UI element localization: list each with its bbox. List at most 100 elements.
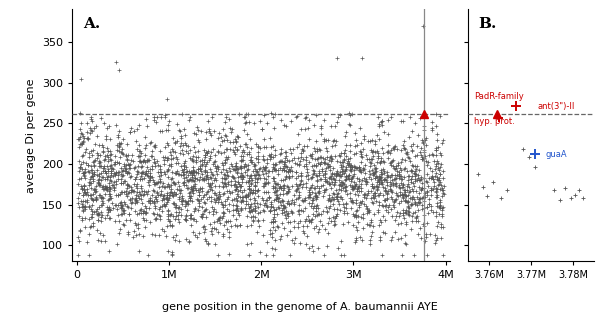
Point [308,195,318,200]
Point [245,209,254,214]
Point [356,234,365,239]
Point [320,156,330,161]
Point [313,230,323,235]
Point [214,200,223,205]
Point [141,218,151,223]
Point [359,136,368,141]
Point [74,136,84,141]
Point [233,167,243,172]
Point [396,220,406,226]
Point [171,170,181,175]
Point [209,177,218,182]
Point [179,183,189,188]
Point [190,176,200,181]
Point [391,217,400,222]
Point [268,220,277,225]
Point [167,191,176,196]
Point [91,188,101,193]
Point [139,158,148,163]
Point [204,157,214,162]
Point [359,166,369,171]
Point [362,206,372,211]
Point [199,229,208,234]
Point [143,173,153,178]
Point [88,198,98,203]
Point [74,159,84,164]
Point [110,159,119,164]
Point [410,174,420,179]
Point [221,133,231,138]
Point [235,183,245,188]
Point [319,155,328,160]
Point [301,216,311,221]
Point [140,135,150,140]
Point [196,185,205,190]
Point [293,155,302,160]
Point [235,222,245,227]
Point [77,132,87,137]
Point [136,177,145,182]
Point [231,195,241,200]
Point [233,180,243,185]
Point [168,200,178,205]
Point [115,144,124,149]
Point [94,205,103,210]
Point [269,166,279,171]
Point [131,222,140,227]
Point [292,169,301,174]
Point [212,171,222,176]
Point [213,195,223,200]
Point [290,160,300,165]
Point [145,178,155,183]
Point [265,209,275,214]
Point [106,163,116,168]
Point [391,214,401,219]
Point [118,167,128,172]
Point [325,182,334,187]
Point [376,176,385,181]
Point [283,188,293,193]
Point [407,187,416,192]
Point [409,163,418,169]
Point [100,176,110,181]
Point [355,166,365,171]
Point [187,215,196,220]
Point [212,196,221,201]
Point [90,158,100,163]
Point [412,164,422,169]
Point [116,180,125,185]
Point [205,183,214,188]
Point [389,181,398,186]
Point [194,193,204,198]
Point [432,223,442,228]
Point [166,189,176,194]
Point [400,146,409,151]
Point [205,130,215,135]
Point [388,214,397,219]
Point [305,186,314,191]
Point [389,200,399,205]
Point [359,195,368,200]
Point [281,124,290,129]
Point [428,186,438,191]
Point [339,252,349,257]
Point [301,161,311,166]
Point [331,171,341,176]
Point [249,200,259,205]
Point [168,180,178,185]
Point [385,184,394,189]
Point [423,183,433,188]
Point [93,153,103,158]
Point [125,166,134,171]
Point [236,165,246,170]
Point [80,169,90,174]
Point [118,203,127,208]
Point [177,147,187,152]
Point [140,171,150,176]
Point [248,168,258,173]
Point [266,155,276,160]
Point [352,143,362,148]
Point [332,196,341,201]
Point [224,208,233,213]
Point [383,143,393,148]
